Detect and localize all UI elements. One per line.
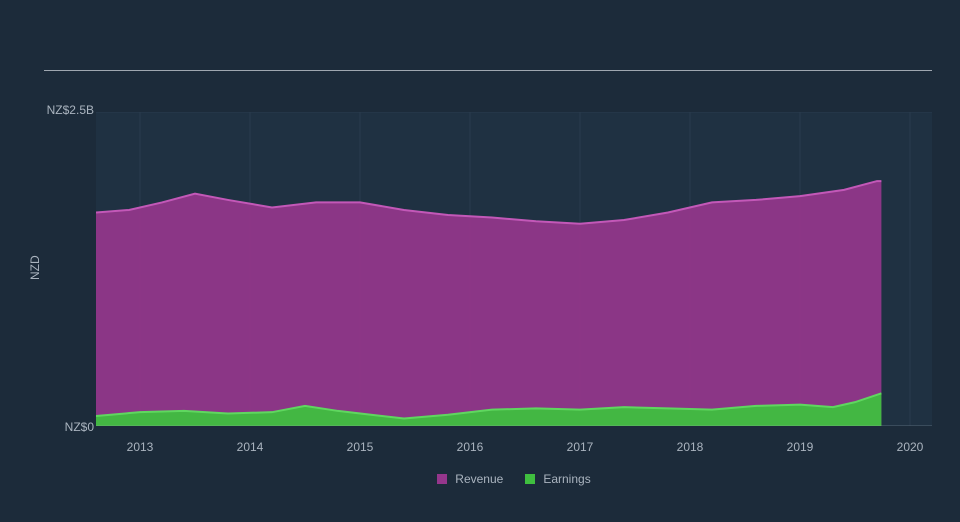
x-tick-2019: 2019	[787, 440, 814, 454]
legend-label-revenue: Revenue	[455, 472, 503, 486]
x-tick-2020: 2020	[897, 440, 924, 454]
top-divider	[44, 70, 932, 71]
plot-svg	[96, 112, 932, 426]
legend-item-earnings: Earnings	[525, 472, 590, 486]
plot-area	[96, 112, 932, 426]
chart-container: NZD NZ$2.5B NZ$0 2013 2014 2015 2016 201…	[0, 0, 960, 522]
y-axis-title: NZD	[28, 255, 42, 280]
y-tick-label-zero: NZ$0	[46, 420, 94, 434]
x-tick-2014: 2014	[237, 440, 264, 454]
x-tick-2016: 2016	[457, 440, 484, 454]
legend-swatch-earnings	[525, 474, 535, 484]
x-tick-2015: 2015	[347, 440, 374, 454]
y-tick-label-max: NZ$2.5B	[26, 103, 94, 117]
x-tick-2013: 2013	[127, 440, 154, 454]
x-tick-2017: 2017	[567, 440, 594, 454]
legend: Revenue Earnings	[96, 472, 932, 486]
legend-label-earnings: Earnings	[543, 472, 590, 486]
x-tick-2018: 2018	[677, 440, 704, 454]
legend-item-revenue: Revenue	[437, 472, 503, 486]
legend-swatch-revenue	[437, 474, 447, 484]
